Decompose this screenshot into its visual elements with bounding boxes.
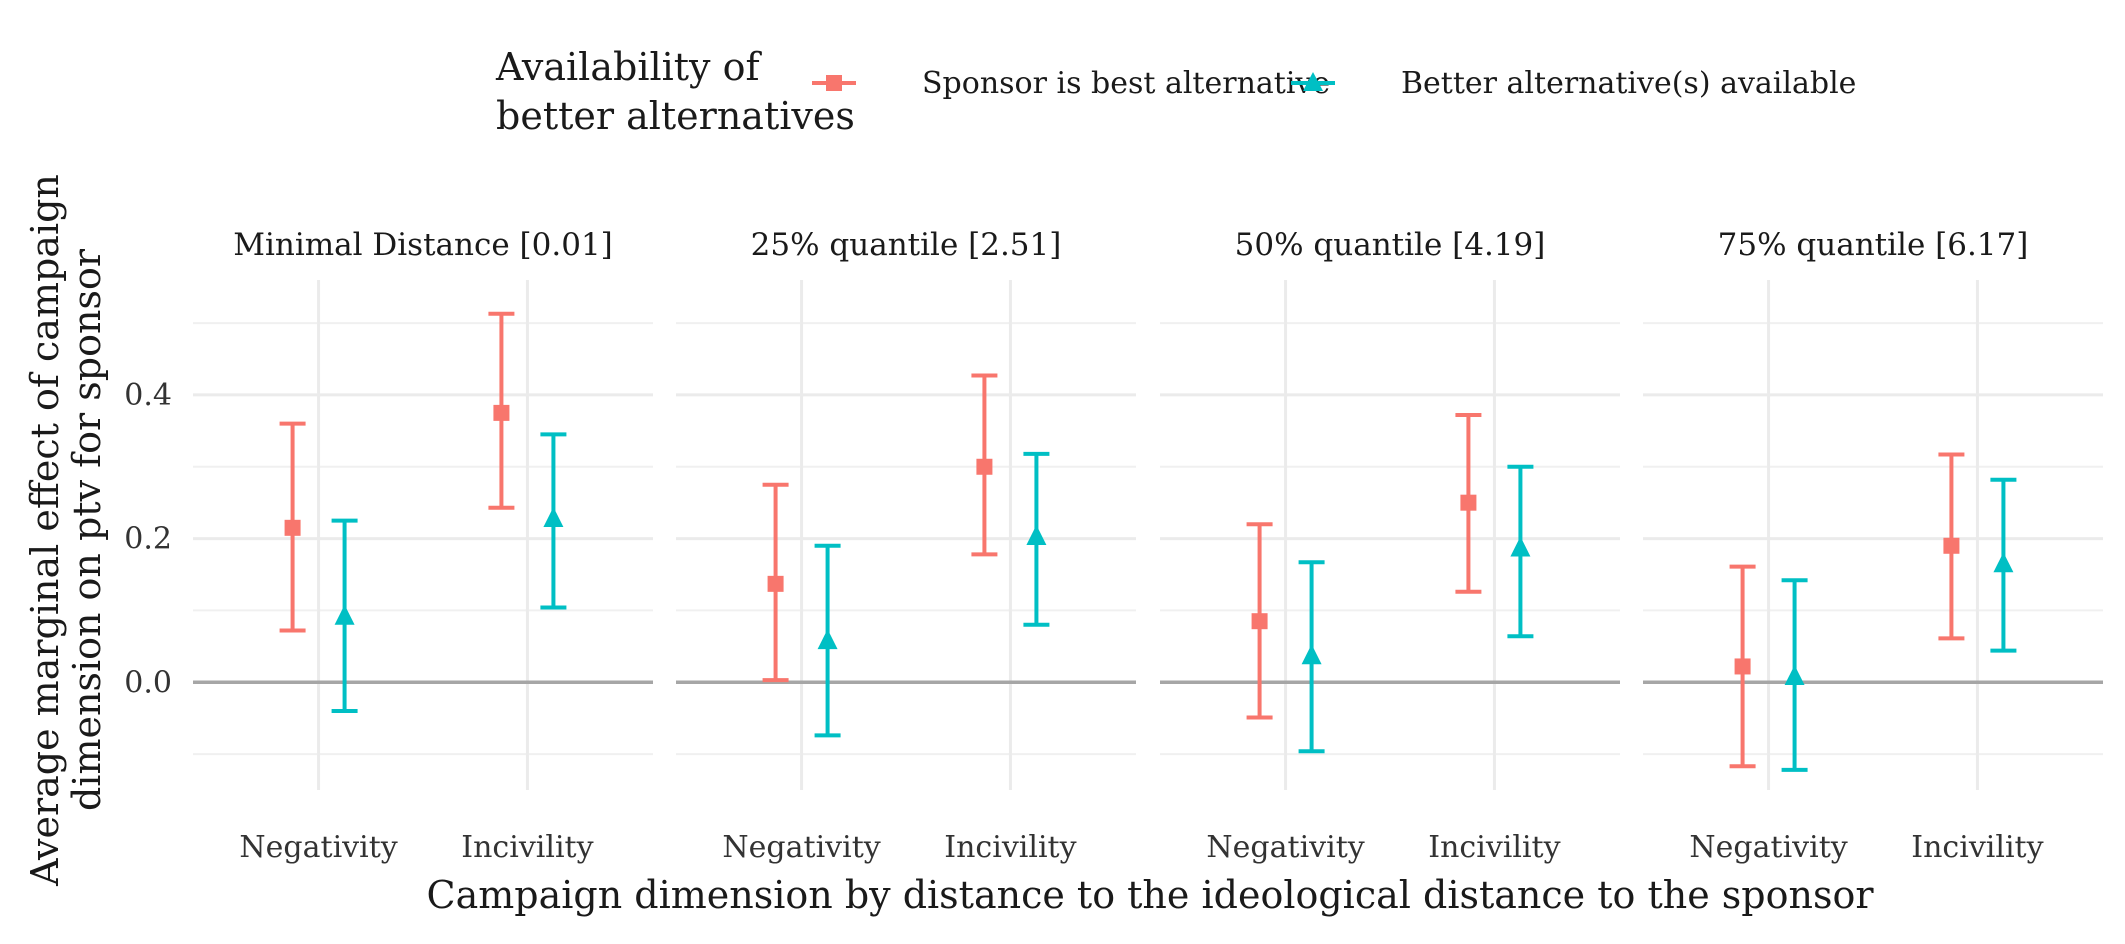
legend: Availability of better alternatives Sponso… bbox=[495, 45, 1856, 138]
point-marker bbox=[1301, 644, 1322, 665]
point-marker bbox=[1510, 536, 1531, 557]
point-marker bbox=[767, 575, 784, 592]
point-marker bbox=[1026, 525, 1047, 545]
point-marker bbox=[493, 404, 510, 421]
x-tick-label: Negativity bbox=[239, 830, 397, 865]
x-tick-label: Incivility bbox=[1911, 830, 2043, 865]
x-axis-title: Campaign dimension by distance to the id… bbox=[427, 873, 1875, 917]
x-tick-label: Negativity bbox=[722, 830, 880, 865]
x-tick-label: Incivility bbox=[461, 830, 593, 865]
y-axis: 0.0 0.2 0.4 bbox=[124, 378, 172, 700]
point-marker bbox=[1734, 658, 1751, 675]
point-marker bbox=[1784, 665, 1805, 686]
x-tick-label: Incivility bbox=[1428, 830, 1560, 865]
panel-2: 25% quantile [2.51] Negativity Incivility bbox=[676, 227, 1136, 865]
x-tick-label: Negativity bbox=[1206, 830, 1364, 865]
legend-key-square bbox=[826, 75, 842, 91]
point-marker bbox=[976, 458, 993, 475]
series-1 bbox=[762, 373, 998, 683]
x-tick-label: Incivility bbox=[944, 830, 1076, 865]
point-marker bbox=[543, 507, 564, 528]
series-2 bbox=[814, 451, 1050, 738]
series-1 bbox=[1246, 413, 1482, 720]
panel-title: 25% quantile [2.51] bbox=[751, 227, 1062, 263]
legend-title: Availability of better alternatives bbox=[495, 45, 855, 138]
point-marker bbox=[1460, 494, 1477, 511]
series-2 bbox=[1781, 477, 2017, 772]
series-2 bbox=[331, 432, 567, 713]
series-1 bbox=[279, 311, 515, 633]
y-tick-label: 0.0 bbox=[124, 665, 172, 700]
y-tick-label: 0.4 bbox=[124, 378, 172, 413]
panel-4: 75% quantile [6.17] Negativity Incivility bbox=[1643, 227, 2103, 865]
point-marker bbox=[1993, 552, 2014, 573]
legend-item-1: Sponsor is best alternative bbox=[812, 66, 1330, 101]
series-1 bbox=[1729, 452, 1965, 769]
panel-3: 50% quantile [4.19] Negativity Incivility bbox=[1160, 227, 1620, 865]
legend-label: Sponsor is best alternative bbox=[922, 66, 1330, 101]
point-marker bbox=[817, 629, 838, 650]
legend-key-triangle bbox=[1303, 72, 1323, 91]
series-2 bbox=[1298, 464, 1534, 754]
legend-item-2: Better alternative(s) available bbox=[1291, 66, 1856, 101]
panel-title: Minimal Distance [0.01] bbox=[233, 227, 613, 263]
facet-panels: Minimal Distance [0.01] Negativity Incivil… bbox=[193, 227, 2103, 865]
point-marker bbox=[1251, 613, 1268, 630]
legend-label: Better alternative(s) available bbox=[1401, 66, 1856, 101]
x-tick-label: Negativity bbox=[1689, 830, 1847, 865]
point-marker bbox=[1943, 537, 1960, 554]
panel-title: 75% quantile [6.17] bbox=[1718, 227, 2029, 263]
panel-title: 50% quantile [4.19] bbox=[1235, 227, 1546, 263]
y-tick-label: 0.2 bbox=[124, 522, 172, 557]
point-marker bbox=[284, 519, 301, 536]
point-marker bbox=[334, 604, 355, 625]
panel-1: Minimal Distance [0.01] Negativity Incivil… bbox=[193, 227, 653, 865]
y-axis-title: Average marginal effect of campaigndimen… bbox=[23, 174, 109, 887]
